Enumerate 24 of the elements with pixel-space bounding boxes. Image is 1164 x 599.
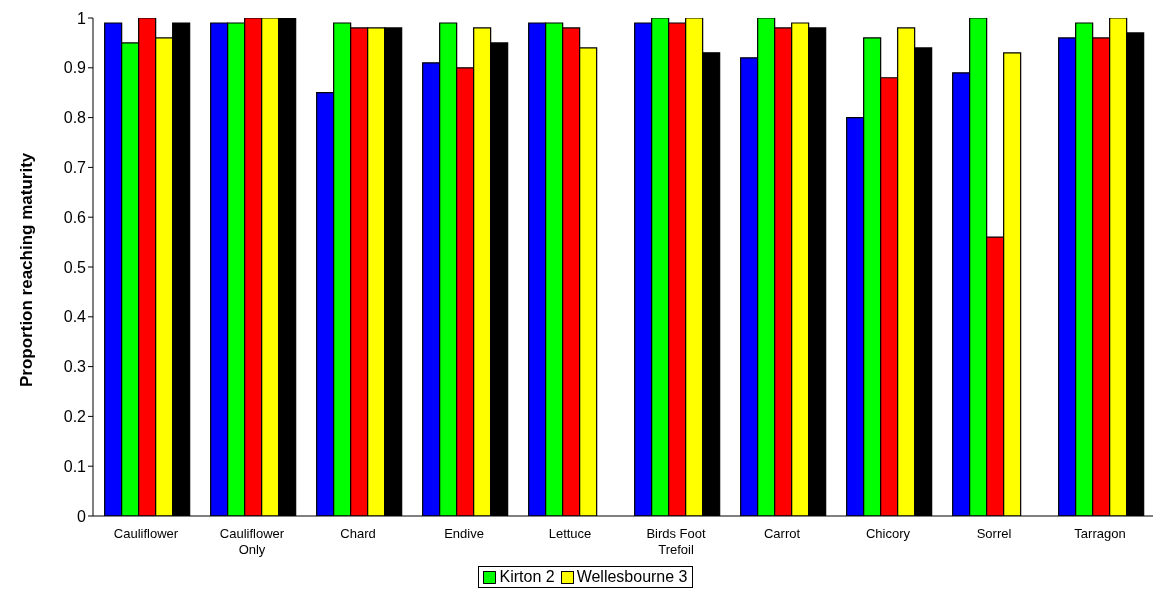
x-tick-label: Birds Foot Trefoil: [646, 526, 707, 557]
x-tick-label: Cauliflower Only: [219, 526, 285, 557]
y-tick-label: 1: [77, 9, 87, 27]
y-tick-label: 0.8: [63, 109, 87, 127]
x-tick-label: Cauliflower: [113, 526, 179, 541]
y-tick-label: 0.2: [63, 408, 87, 426]
y-tick-label: 0: [77, 507, 87, 525]
y-tick-label: 0.5: [63, 258, 87, 276]
legend-label: Kirton 2: [499, 568, 555, 586]
y-tick-label: 0.4: [63, 308, 87, 326]
y-tick-label: 0.1: [63, 457, 87, 475]
x-tick-label: Lettuce: [548, 526, 592, 541]
x-tick-label: Tarragon: [1074, 526, 1126, 541]
x-tick-label: Chicory: [865, 526, 911, 541]
legend-label: Wellesbourne 3: [576, 568, 688, 586]
y-axis-title: Proportion reaching maturity: [17, 152, 37, 387]
y-tick-label: 0.9: [63, 59, 87, 77]
y-tick-label: 0.3: [63, 358, 87, 376]
x-tick-label: Sorrel: [976, 526, 1012, 541]
x-tick-label: Chard: [340, 526, 376, 541]
y-tick-label: 0.6: [63, 208, 87, 226]
y-tick-label: 0.7: [63, 159, 87, 177]
x-tick-label: Carrot: [763, 526, 801, 541]
x-tick-label: Endive: [444, 526, 484, 541]
